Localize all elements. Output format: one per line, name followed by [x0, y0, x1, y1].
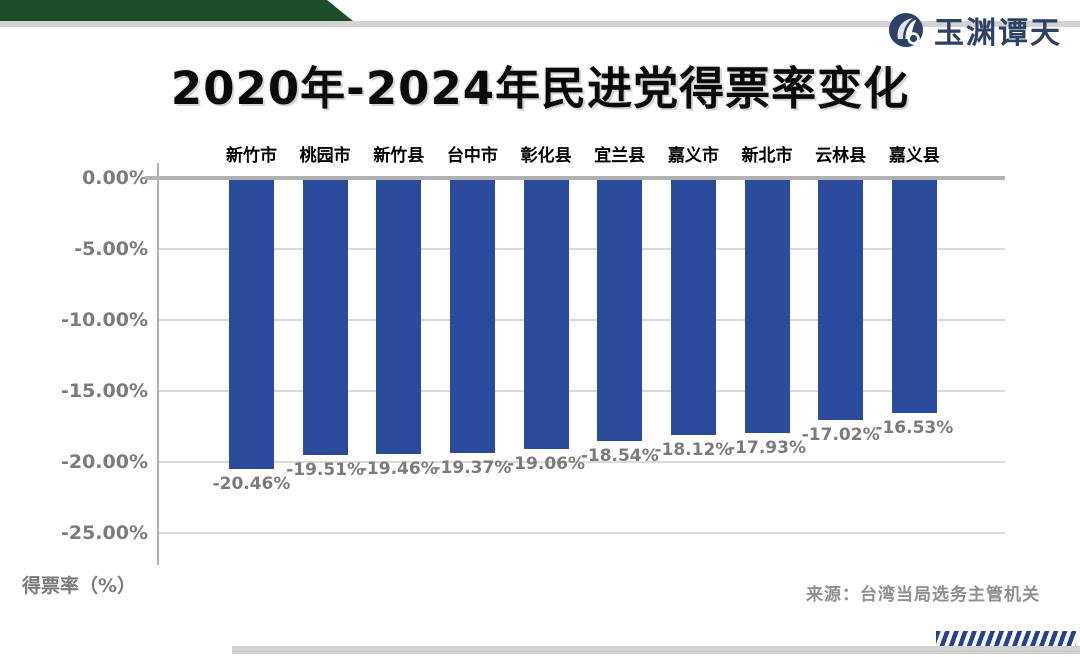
value-label: -16.53%	[875, 417, 954, 438]
bar	[744, 178, 790, 433]
category-label: 台中市	[446, 146, 498, 166]
top-green-banner	[0, 0, 353, 21]
y-tick-label: -15.00%	[60, 380, 148, 402]
logo-text: 玉渊谭天	[934, 16, 1062, 51]
bar	[302, 178, 348, 456]
bar	[449, 178, 495, 454]
bar	[670, 178, 716, 436]
value-label: -19.06%	[507, 453, 586, 474]
category-label: 宜兰县	[594, 146, 646, 166]
gridline	[158, 461, 1005, 463]
y-tick-label: -10.00%	[60, 309, 148, 331]
category-label: 新竹县	[373, 146, 425, 166]
value-label: -19.51%	[286, 460, 365, 481]
category-label: 新北市	[741, 146, 793, 166]
bar	[229, 178, 274, 469]
category-label: 彰化县	[520, 146, 572, 166]
y-axis-title: 得票率（%）	[22, 575, 137, 597]
gridline	[158, 390, 1005, 392]
zero-line	[145, 176, 1005, 180]
value-label: -18.12%	[654, 440, 733, 461]
value-label: -19.46%	[359, 459, 438, 480]
bar	[891, 178, 937, 413]
category-label: 嘉义县	[888, 146, 940, 166]
gridline	[158, 532, 1005, 534]
logo: 玉渊谭天	[887, 8, 1062, 52]
value-label: -17.93%	[728, 437, 806, 458]
bar	[818, 178, 864, 420]
gridline	[158, 248, 1005, 250]
category-label: 新竹市	[226, 146, 277, 166]
bar	[523, 178, 569, 449]
top-gray-strip	[0, 21, 1080, 27]
value-label: -18.54%	[580, 446, 659, 467]
category-label: 云林县	[815, 146, 867, 166]
y-tick-label: -25.00%	[60, 522, 148, 544]
logo-icon	[889, 13, 923, 47]
y-tick-label: -20.00%	[60, 451, 148, 473]
y-tick-label: -5.00%	[74, 238, 148, 260]
value-label: -20.46%	[212, 473, 291, 494]
y-tick-label: 0.00%	[82, 167, 148, 189]
value-label: -17.02%	[801, 424, 880, 445]
source-note: 来源：台湾当局选务主管机关	[806, 585, 1040, 605]
chart-title: 2020年-2024年民进党得票率变化	[170, 62, 910, 115]
category-label: 桃园市	[299, 146, 351, 166]
bar	[597, 178, 643, 442]
category-label: 嘉义市	[667, 146, 719, 166]
bar	[376, 178, 422, 455]
y-axis-line	[157, 163, 159, 565]
value-label: -19.37%	[433, 458, 512, 479]
footer-stripes-decoration	[936, 631, 1076, 647]
bottom-gray-strip	[232, 646, 1080, 654]
gridline	[158, 319, 1005, 321]
